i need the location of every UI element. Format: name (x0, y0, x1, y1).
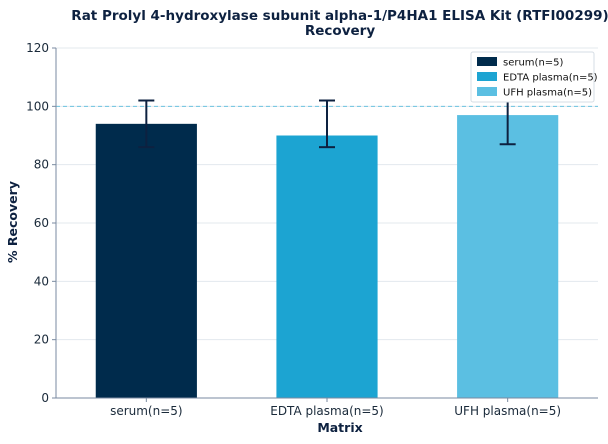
legend-swatch (477, 87, 497, 96)
bar (457, 115, 559, 398)
y-tick-label: 60 (34, 216, 49, 230)
x-tick-label: UFH plasma(n=5) (454, 404, 561, 418)
y-axis-label: % Recovery (5, 181, 20, 263)
chart-subtitle: Recovery (305, 23, 375, 39)
bars-group (95, 115, 559, 398)
legend-label: UFH plasma(n=5) (503, 88, 592, 99)
y-tick-label: 120 (26, 41, 49, 55)
legend-label: serum(n=5) (503, 58, 564, 69)
bar (276, 135, 378, 398)
legend-label: EDTA plasma(n=5) (503, 73, 598, 84)
x-tick-label: EDTA plasma(n=5) (270, 404, 384, 418)
legend-swatch (477, 72, 497, 81)
y-tick-label: 0 (41, 391, 49, 405)
y-ticks: 0 20 40 60 80 100 120 (26, 41, 56, 405)
x-tick-label: serum(n=5) (110, 404, 183, 418)
y-tick-label: 20 (34, 333, 49, 347)
y-tick-label: 40 (34, 274, 49, 288)
chart-title: Rat Prolyl 4-hydroxylase subunit alpha-1… (71, 8, 608, 24)
x-axis-label: Matrix (317, 420, 362, 435)
legend-box (470, 51, 595, 103)
legend-swatch (477, 57, 497, 66)
legend: serum(n=5) EDTA plasma(n=5) UFH plasma(n=5… (470, 51, 598, 103)
bar (95, 123, 197, 398)
y-tick-label: 100 (26, 99, 49, 113)
y-tick-label: 80 (34, 158, 49, 172)
x-ticks: serum(n=5) EDTA plasma(n=5) UFH plasma(n=5… (110, 398, 561, 418)
